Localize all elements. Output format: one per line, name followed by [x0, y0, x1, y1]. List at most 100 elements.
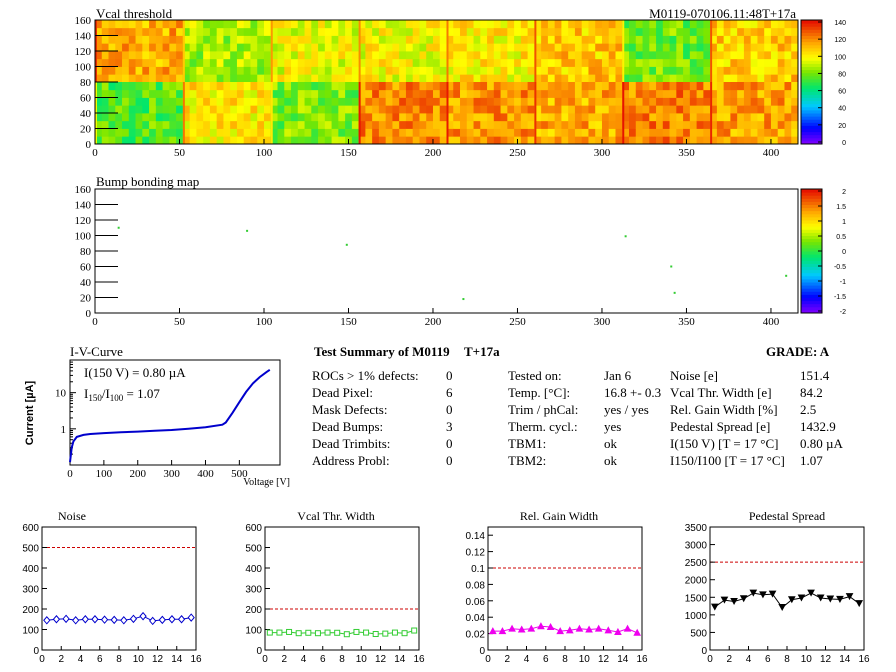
series-point: [158, 615, 166, 625]
vcal-cell: [480, 105, 488, 114]
vcal-cell: [493, 136, 501, 145]
vcal-cell: [155, 20, 163, 29]
vcal-cell: [608, 74, 616, 83]
vcal-cell: [696, 113, 704, 122]
col2-value-2: yes / yes: [604, 402, 649, 417]
vcal-cell: [345, 113, 353, 122]
vcal-cell: [500, 20, 508, 29]
vcal-cell: [142, 51, 150, 60]
y-tick-label: 40: [80, 108, 92, 120]
vcal-cell: [365, 74, 373, 83]
y-tick-label: 160: [75, 184, 92, 196]
small-y-tick-label: 600: [245, 523, 262, 534]
colorbar-swatch: [801, 282, 822, 286]
vcal-cell: [122, 43, 130, 52]
vcal-cell: [757, 27, 765, 36]
colorbar-tick-label: 20: [838, 123, 846, 130]
y-tick-label: 100: [75, 231, 92, 243]
colorbar-swatch: [801, 100, 822, 105]
vcal-cell: [574, 51, 583, 60]
vcal-cell: [439, 89, 447, 98]
vcal-cell: [561, 120, 569, 129]
vcal-cell: [291, 105, 299, 114]
vcal-cell: [345, 97, 353, 106]
vcal-cell: [723, 74, 731, 83]
vcal-cell: [534, 66, 542, 75]
vcal-cell: [358, 74, 366, 83]
vcal-cell: [466, 89, 474, 98]
vcal-cell: [216, 82, 224, 91]
vcal-cell: [203, 120, 211, 129]
vcal-cell: [473, 120, 481, 129]
vcal-cell: [203, 128, 211, 137]
colorbar-swatch: [801, 38, 822, 43]
small-x-tick-label: 16: [413, 654, 425, 665]
vcal-cell: [642, 58, 650, 67]
vcal-cell: [568, 74, 576, 83]
vcal-cell: [595, 113, 603, 122]
small-x-tick-label: 0: [39, 654, 45, 665]
series-point: [363, 629, 370, 636]
vcal-cell: [547, 27, 556, 36]
small-y-tick-label: 0: [256, 646, 262, 657]
vcal-cell: [507, 74, 515, 83]
vcal-cell: [547, 20, 556, 29]
vcal-cell: [270, 51, 278, 60]
vcal-cell: [230, 66, 238, 75]
vcal-cell: [737, 51, 745, 60]
vcal-cell: [203, 51, 211, 60]
vcal-cell: [615, 82, 623, 91]
vcal-cell: [365, 97, 373, 106]
vcal-cell: [324, 58, 332, 67]
vcal-cell: [730, 128, 738, 137]
vcal-cell: [466, 113, 474, 122]
vcal-cell: [683, 58, 691, 67]
colorbar-swatch: [801, 131, 822, 136]
vcal-cell: [784, 97, 792, 106]
vcal-cell: [128, 105, 136, 114]
col1-label-1: Dead Pixel:: [312, 385, 374, 400]
vcal-cell: [493, 82, 501, 91]
vcal-cell: [270, 66, 278, 75]
vcal-cell: [345, 51, 353, 60]
vcal-cell: [108, 89, 116, 98]
vcal-cell: [142, 58, 150, 67]
vcal-cell: [230, 113, 238, 122]
vcal-cell: [656, 66, 664, 75]
vcal-cell: [365, 128, 373, 137]
vcal-cell: [277, 120, 285, 129]
vcal-cell: [189, 43, 197, 52]
series-point: [314, 630, 321, 637]
vcal-cell: [764, 51, 772, 60]
vcal-cell: [358, 136, 366, 145]
vcal-cell: [723, 105, 731, 114]
vcal-cell: [209, 136, 218, 145]
vcal-cell: [534, 43, 542, 52]
vcal-cell: [236, 89, 245, 98]
vcal-cell: [257, 27, 265, 36]
vcal-cell: [263, 136, 272, 145]
vcal-cell: [757, 97, 765, 106]
vcal-cell: [277, 97, 285, 106]
colorbar-swatch: [801, 220, 822, 224]
small-x-tick-label: 10: [579, 654, 591, 665]
vcal-cell: [311, 105, 319, 114]
vcal-cell: [412, 128, 420, 137]
x-tick-label: 0: [92, 316, 98, 328]
vcal-cell: [291, 58, 299, 67]
vcal-cell: [696, 128, 704, 137]
vcal-cell: [730, 113, 738, 122]
vcal-cell: [507, 97, 515, 106]
vcal-cell: [547, 120, 556, 129]
vcal-cell: [297, 66, 305, 75]
vcal-cell: [351, 82, 360, 91]
vcal-cell: [541, 27, 549, 36]
vcal-cell: [710, 66, 718, 75]
vcal-cell: [453, 89, 461, 98]
vcal-cell: [419, 20, 427, 29]
vcal-cell: [514, 20, 522, 29]
x-tick-label: 0: [92, 147, 98, 159]
vcal-cell: [493, 105, 501, 114]
vcal-cell: [162, 128, 170, 137]
